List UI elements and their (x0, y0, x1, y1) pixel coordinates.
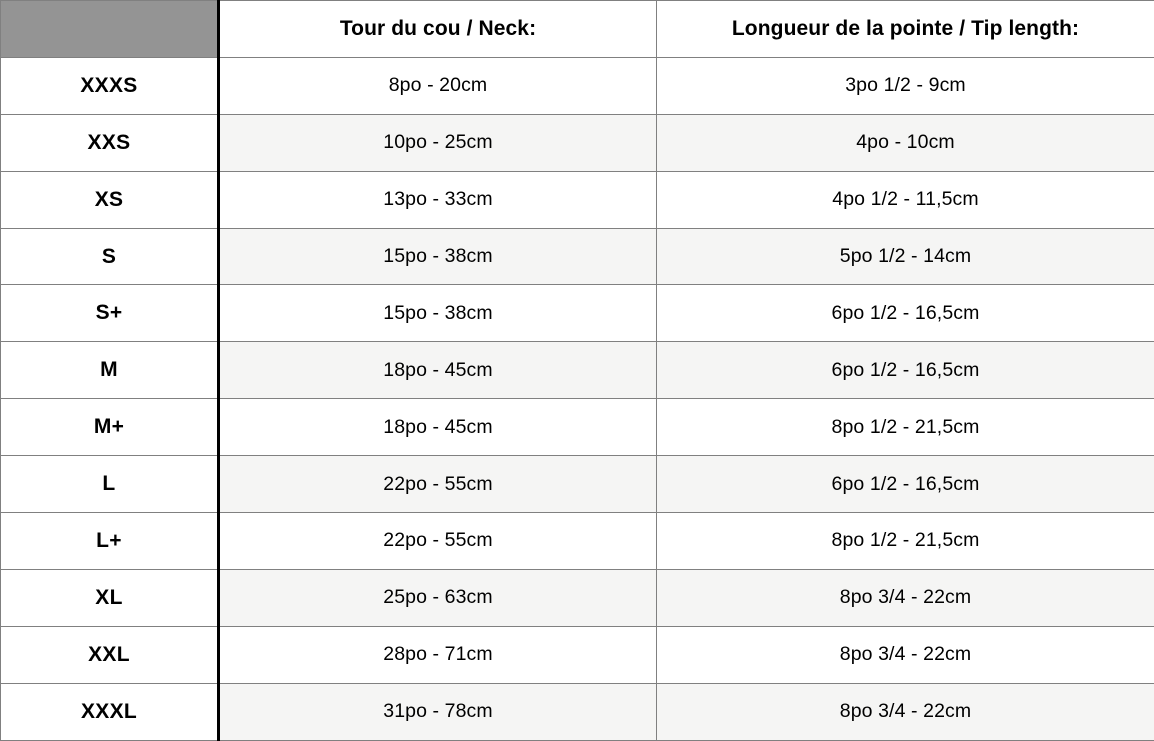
cell-size-label: S (1, 228, 219, 285)
cell-neck-measurement: 8po - 20cm (219, 57, 657, 114)
cell-neck-measurement: 25po - 63cm (219, 569, 657, 626)
cell-size-label: XXXL (1, 683, 219, 740)
cell-size-label: XS (1, 171, 219, 228)
header-cell-neck: Tour du cou / Neck: (219, 1, 657, 58)
cell-tip-measurement: 6po 1/2 - 16,5cm (657, 456, 1154, 513)
cell-neck-measurement: 22po - 55cm (219, 456, 657, 513)
cell-neck-measurement: 15po - 38cm (219, 285, 657, 342)
header-cell-tip: Longueur de la pointe / Tip length: (657, 1, 1154, 58)
cell-tip-measurement: 8po 3/4 - 22cm (657, 569, 1154, 626)
cell-neck-measurement: 28po - 71cm (219, 626, 657, 683)
cell-neck-measurement: 15po - 38cm (219, 228, 657, 285)
cell-tip-measurement: 3po 1/2 - 9cm (657, 57, 1154, 114)
cell-neck-measurement: 31po - 78cm (219, 683, 657, 740)
header-row: Tour du cou / Neck: Longueur de la point… (1, 1, 1154, 58)
cell-size-label: M+ (1, 399, 219, 456)
cell-tip-measurement: 6po 1/2 - 16,5cm (657, 342, 1154, 399)
cell-size-label: M (1, 342, 219, 399)
cell-size-label: XXS (1, 114, 219, 171)
cell-tip-measurement: 8po 3/4 - 22cm (657, 683, 1154, 740)
cell-neck-measurement: 22po - 55cm (219, 513, 657, 570)
cell-size-label: S+ (1, 285, 219, 342)
cell-tip-measurement: 8po 1/2 - 21,5cm (657, 513, 1154, 570)
cell-size-label: L+ (1, 513, 219, 570)
cell-neck-measurement: 10po - 25cm (219, 114, 657, 171)
cell-tip-measurement: 8po 3/4 - 22cm (657, 626, 1154, 683)
cell-tip-measurement: 4po 1/2 - 11,5cm (657, 171, 1154, 228)
cell-neck-measurement: 18po - 45cm (219, 342, 657, 399)
size-chart-header: Tour du cou / Neck: Longueur de la point… (1, 1, 1154, 58)
cell-size-label: XXXS (1, 57, 219, 114)
cell-neck-measurement: 13po - 33cm (219, 171, 657, 228)
cell-size-label: XL (1, 569, 219, 626)
cell-size-label: XXL (1, 626, 219, 683)
cell-tip-measurement: 5po 1/2 - 14cm (657, 228, 1154, 285)
cell-size-label: L (1, 456, 219, 513)
cell-tip-measurement: 6po 1/2 - 16,5cm (657, 285, 1154, 342)
cell-tip-measurement: 8po 1/2 - 21,5cm (657, 399, 1154, 456)
cell-tip-measurement: 4po - 10cm (657, 114, 1154, 171)
header-cell-size-blank (1, 1, 219, 58)
cell-neck-measurement: 18po - 45cm (219, 399, 657, 456)
